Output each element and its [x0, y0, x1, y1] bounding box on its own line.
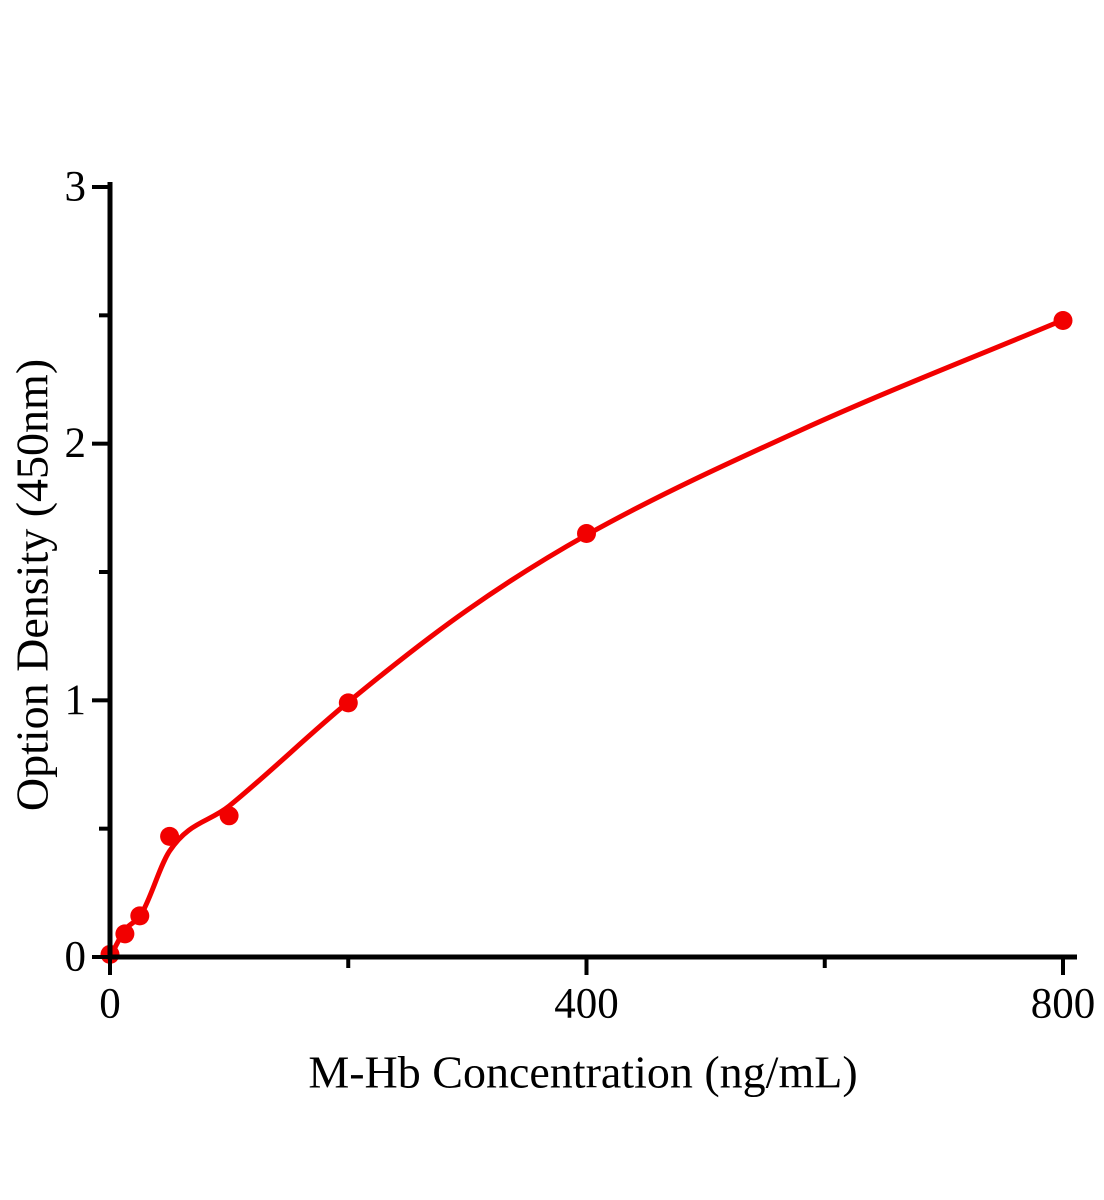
data-point — [338, 693, 358, 713]
data-point — [130, 906, 150, 926]
y-tick-label: 2 — [65, 420, 87, 467]
y-axis-title: Option Density (450nm) — [6, 358, 58, 812]
data-point — [219, 806, 239, 826]
series-group — [100, 311, 1073, 964]
x-tick-label: 800 — [1031, 981, 1096, 1028]
data-point — [115, 924, 135, 944]
data-point — [1053, 311, 1073, 330]
axes-group — [92, 182, 1077, 975]
x-tick-label: 0 — [99, 981, 121, 1028]
y-tick-label: 0 — [65, 934, 87, 981]
fit-curve-line — [107, 317, 1066, 960]
data-point — [577, 524, 596, 543]
tick-labels-group: 0 400 800 0 1 2 3 — [65, 164, 1096, 1028]
y-tick-label: 3 — [65, 164, 87, 211]
y-tick-label: 1 — [65, 677, 87, 724]
x-axis-title: M-Hb Concentration (ng/mL) — [308, 1046, 858, 1098]
data-point — [160, 826, 180, 846]
x-tick-label: 400 — [554, 981, 619, 1028]
